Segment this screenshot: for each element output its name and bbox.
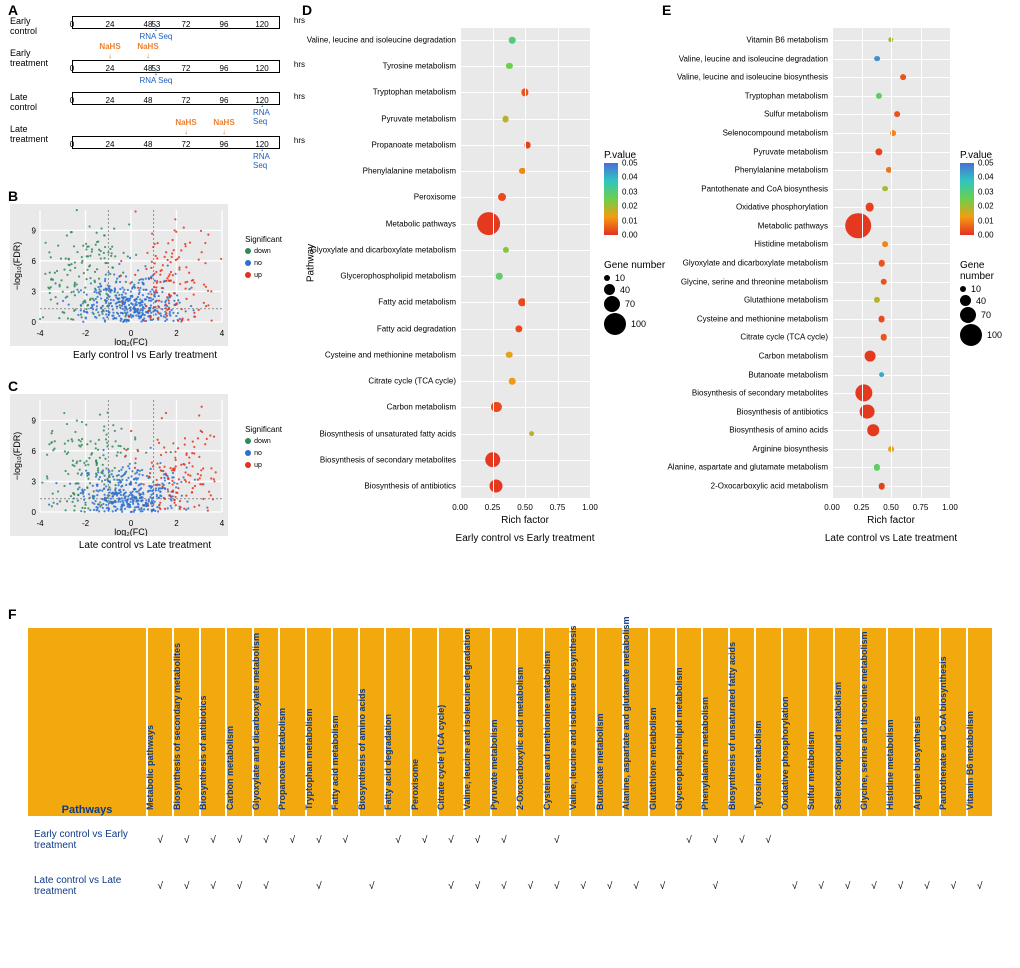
leg-size-title-e: Gene number xyxy=(960,260,1020,282)
volcano-legend-c: Significantdownnoup xyxy=(245,424,282,472)
svg-text:log₂(FC): log₂(FC) xyxy=(114,527,148,536)
svg-text:-4: -4 xyxy=(36,519,44,528)
volcano-svg-c: -4-20240369log₂(FC)−log₁₀(FDR) xyxy=(10,394,228,536)
panel-d-dotplot: Pathway Valine, leucine and isoleucine d… xyxy=(460,28,590,498)
label-F: F xyxy=(8,606,17,622)
table-body: Early control vs Early treatment√√√√√√√√… xyxy=(28,818,992,908)
panel-f-table: PathwaysMetabolic pathwaysBiosynthesis o… xyxy=(26,626,994,910)
svg-text:log₂(FC): log₂(FC) xyxy=(114,337,148,346)
svg-text:9: 9 xyxy=(32,226,37,235)
svg-text:4: 4 xyxy=(220,519,225,528)
svg-text:-2: -2 xyxy=(82,519,90,528)
label-B: B xyxy=(8,188,18,204)
panel-b-volcano: -4-20240369log₂(FC)−log₁₀(FDR) Significa… xyxy=(10,204,280,361)
svg-text:3: 3 xyxy=(32,287,37,296)
svg-text:3: 3 xyxy=(32,477,37,486)
svg-text:2: 2 xyxy=(174,519,179,528)
caption-c: Late control vs Late treatment xyxy=(10,540,280,551)
label-E: E xyxy=(662,2,671,18)
legend-pvalue-e: P.value 0.050.040.030.020.010.00 xyxy=(960,150,992,237)
svg-text:−log₁₀(FDR): −log₁₀(FDR) xyxy=(12,432,22,481)
svg-text:4: 4 xyxy=(220,329,225,338)
svg-text:−log₁₀(FDR): −log₁₀(FDR) xyxy=(12,242,22,291)
panel-e-dotplot: Vitamin B6 metabolismValine, leucine and… xyxy=(832,28,950,498)
pathways-table: PathwaysMetabolic pathwaysBiosynthesis o… xyxy=(26,626,994,910)
svg-text:0: 0 xyxy=(32,318,37,327)
svg-text:9: 9 xyxy=(32,416,37,425)
label-C: C xyxy=(8,378,18,394)
svg-text:-4: -4 xyxy=(36,329,44,338)
legend-size-e: Gene number 104070100 xyxy=(960,260,1020,347)
svg-text:2: 2 xyxy=(174,329,179,338)
colorbar-d: 0.050.040.030.020.010.00 xyxy=(604,163,618,235)
volcano-legend-b: Significantdownnoup xyxy=(245,234,282,282)
legend-pvalue-d: P.value 0.050.040.030.020.010.00 xyxy=(604,150,636,237)
svg-text:-2: -2 xyxy=(82,329,90,338)
caption-b: Early control l vs Early treatment xyxy=(10,350,280,361)
svg-text:0: 0 xyxy=(32,508,37,517)
panel-c-volcano: -4-20240369log₂(FC)−log₁₀(FDR) Significa… xyxy=(10,394,280,551)
table-header-row: PathwaysMetabolic pathwaysBiosynthesis o… xyxy=(28,628,992,816)
leg-size-title-d: Gene number xyxy=(604,260,665,271)
svg-text:6: 6 xyxy=(32,257,37,266)
panel-a-timelines: Early control02448537296120↓RNA SeqhrsEa… xyxy=(10,10,280,162)
colorbar-e: 0.050.040.030.020.010.00 xyxy=(960,163,974,235)
svg-text:6: 6 xyxy=(32,447,37,456)
volcano-svg-b: -4-20240369log₂(FC)−log₁₀(FDR) xyxy=(10,204,228,346)
legend-size-d: Gene number 104070100 xyxy=(604,260,665,336)
